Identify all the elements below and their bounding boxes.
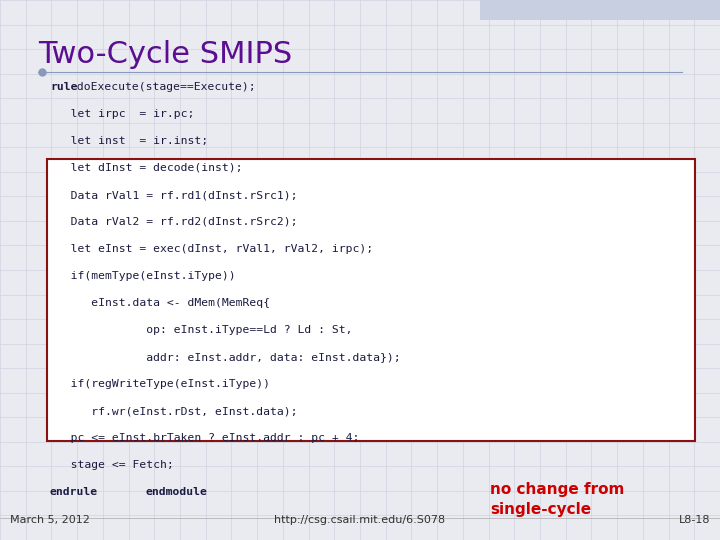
Text: let irpc  = ir.pc;: let irpc = ir.pc;: [50, 109, 194, 119]
Text: http://csg.csail.mit.edu/6.S078: http://csg.csail.mit.edu/6.S078: [274, 515, 446, 525]
Text: Data rVal1 = rf.rd1(dInst.rSrc1);: Data rVal1 = rf.rd1(dInst.rSrc1);: [50, 190, 297, 200]
Text: let eInst = exec(dInst, rVal1, rVal2, irpc);: let eInst = exec(dInst, rVal1, rVal2, ir…: [50, 244, 373, 254]
Text: eInst.data <- dMem(MemReq{: eInst.data <- dMem(MemReq{: [50, 298, 270, 308]
Text: Data rVal2 = rf.rd2(dInst.rSrc2);: Data rVal2 = rf.rd2(dInst.rSrc2);: [50, 217, 297, 227]
Text: let dInst = decode(inst);: let dInst = decode(inst);: [50, 163, 243, 173]
Text: pc <= eInst.brTaken ? eInst.addr : pc + 4;: pc <= eInst.brTaken ? eInst.addr : pc + …: [50, 433, 359, 443]
Text: addr: eInst.addr, data: eInst.data});: addr: eInst.addr, data: eInst.data});: [50, 352, 400, 362]
Text: doExecute(stage==Execute);: doExecute(stage==Execute);: [70, 82, 256, 92]
Text: rule: rule: [50, 82, 78, 92]
Text: Two-Cycle SMIPS: Two-Cycle SMIPS: [38, 40, 292, 69]
Text: let inst  = ir.inst;: let inst = ir.inst;: [50, 136, 208, 146]
Bar: [47, 159, 695, 441]
Text: rf.wr(eInst.rDst, eInst.data);: rf.wr(eInst.rDst, eInst.data);: [50, 406, 297, 416]
Text: endmodule: endmodule: [145, 487, 207, 497]
Bar: [480, 0, 720, 20]
Text: March 5, 2012: March 5, 2012: [10, 515, 90, 525]
Text: if(regWriteType(eInst.iType)): if(regWriteType(eInst.iType)): [50, 379, 270, 389]
Text: stage <= Fetch;: stage <= Fetch;: [50, 460, 174, 470]
Text: L8-18: L8-18: [678, 515, 710, 525]
Text: no change from
single-cycle: no change from single-cycle: [490, 482, 624, 517]
Text: op: eInst.iType==Ld ? Ld : St,: op: eInst.iType==Ld ? Ld : St,: [50, 325, 353, 335]
Text: endrule: endrule: [50, 487, 98, 497]
Text: if(memType(eInst.iType)): if(memType(eInst.iType)): [50, 271, 235, 281]
